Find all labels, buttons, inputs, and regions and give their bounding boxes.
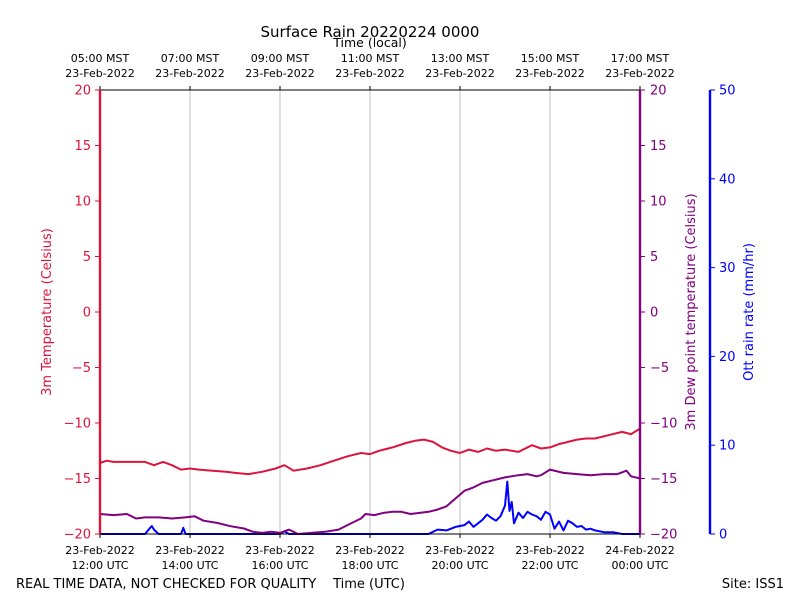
right2-tick-label: 0 (719, 528, 727, 543)
right-axis-label-dewpoint: 3m Dew point temperature (Celsius) (684, 193, 699, 430)
left-tick-label: −10 (64, 417, 91, 432)
right2-tick-label: 20 (719, 350, 736, 365)
left-tick-label: 15 (74, 139, 91, 154)
left-tick-label: −15 (64, 472, 91, 487)
x-tick-label-time: 16:00 UTC (251, 559, 308, 572)
top-tick-label-date: 23-Feb-2022 (425, 67, 494, 80)
left-tick-label: 10 (74, 195, 91, 210)
x-tick-label-time: 00:00 UTC (611, 559, 668, 572)
top-axis-label: Time (local) (332, 35, 406, 50)
left-tick-label: −20 (64, 528, 91, 543)
right1-tick-label: 10 (650, 195, 667, 210)
top-tick-label-time: 11:00 MST (341, 52, 400, 65)
series-line-3m-dew-point-temperature (99, 468, 641, 535)
x-axis-ticks: 23-Feb-2022 12:00 UTC 23-Feb-2022 14:00 UTC… (65, 52, 674, 572)
top-tick-label-date: 23-Feb-2022 (605, 67, 674, 80)
right2-tick-label: 10 (719, 439, 736, 454)
right1-tick-label: −5 (650, 361, 669, 376)
left-axis-label: 3m Temperature (Celsius) (40, 228, 55, 396)
chart-title: Surface Rain 20220224 0000 (261, 23, 480, 41)
x-tick-label-time: 14:00 UTC (161, 559, 218, 572)
top-tick-label-date: 23-Feb-2022 (155, 67, 224, 80)
top-tick-label-time: 07:00 MST (161, 52, 220, 65)
x-tick-label-time: 22:00 UTC (521, 559, 578, 572)
y-axis-ticks: 20151050−5−10−15−2020151050−5−10−15−2050… (64, 84, 736, 543)
right1-tick-label: −20 (650, 528, 677, 543)
left-tick-label: 20 (74, 84, 91, 99)
top-tick-label-time: 13:00 MST (431, 52, 490, 65)
left-tick-label: −5 (72, 361, 91, 376)
x-tick-label-time: 18:00 UTC (341, 559, 398, 572)
left-tick-label: 5 (83, 250, 91, 265)
top-tick-label-date: 23-Feb-2022 (245, 67, 314, 80)
series-line-3m-temperature (99, 427, 641, 476)
right2-tick-label: 30 (719, 261, 736, 276)
x-tick-label-date: 23-Feb-2022 (515, 544, 584, 557)
top-tick-label-time: 17:00 MST (611, 52, 670, 65)
x-tick-label-date: 23-Feb-2022 (65, 544, 134, 557)
top-tick-label-date: 23-Feb-2022 (515, 67, 584, 80)
top-tick-label-date: 23-Feb-2022 (335, 67, 404, 80)
right2-tick-label: 50 (719, 84, 736, 99)
top-tick-label-time: 15:00 MST (521, 52, 580, 65)
right1-tick-label: −10 (650, 417, 677, 432)
right1-tick-label: 20 (650, 84, 667, 99)
left-tick-label: 0 (83, 306, 91, 321)
x-tick-label-time: 20:00 UTC (431, 559, 488, 572)
x-tick-label-date: 24-Feb-2022 (605, 544, 674, 557)
right1-tick-label: 15 (650, 139, 667, 154)
right1-tick-label: −15 (650, 472, 677, 487)
quality-note: REAL TIME DATA, NOT CHECKED FOR QUALITY (16, 577, 316, 592)
site-label: Site: ISS1 (722, 577, 784, 592)
x-tick-label-date: 23-Feb-2022 (425, 544, 494, 557)
right-axis-label-rainrate: Ott rain rate (mm/hr) (742, 243, 757, 381)
x-gridlines (189, 90, 551, 534)
x-tick-label-date: 23-Feb-2022 (155, 544, 224, 557)
top-tick-label-time: 05:00 MST (71, 52, 130, 65)
right1-tick-label: 0 (650, 306, 658, 321)
top-tick-label-date: 23-Feb-2022 (65, 67, 134, 80)
x-tick-label-time: 12:00 UTC (71, 559, 128, 572)
x-axis-label: Time (UTC) (332, 577, 405, 592)
right2-tick-label: 40 (719, 172, 736, 187)
top-tick-label-time: 09:00 MST (251, 52, 310, 65)
x-tick-label-date: 23-Feb-2022 (335, 544, 404, 557)
x-tick-label-date: 23-Feb-2022 (245, 544, 314, 557)
right1-tick-label: 5 (650, 250, 658, 265)
